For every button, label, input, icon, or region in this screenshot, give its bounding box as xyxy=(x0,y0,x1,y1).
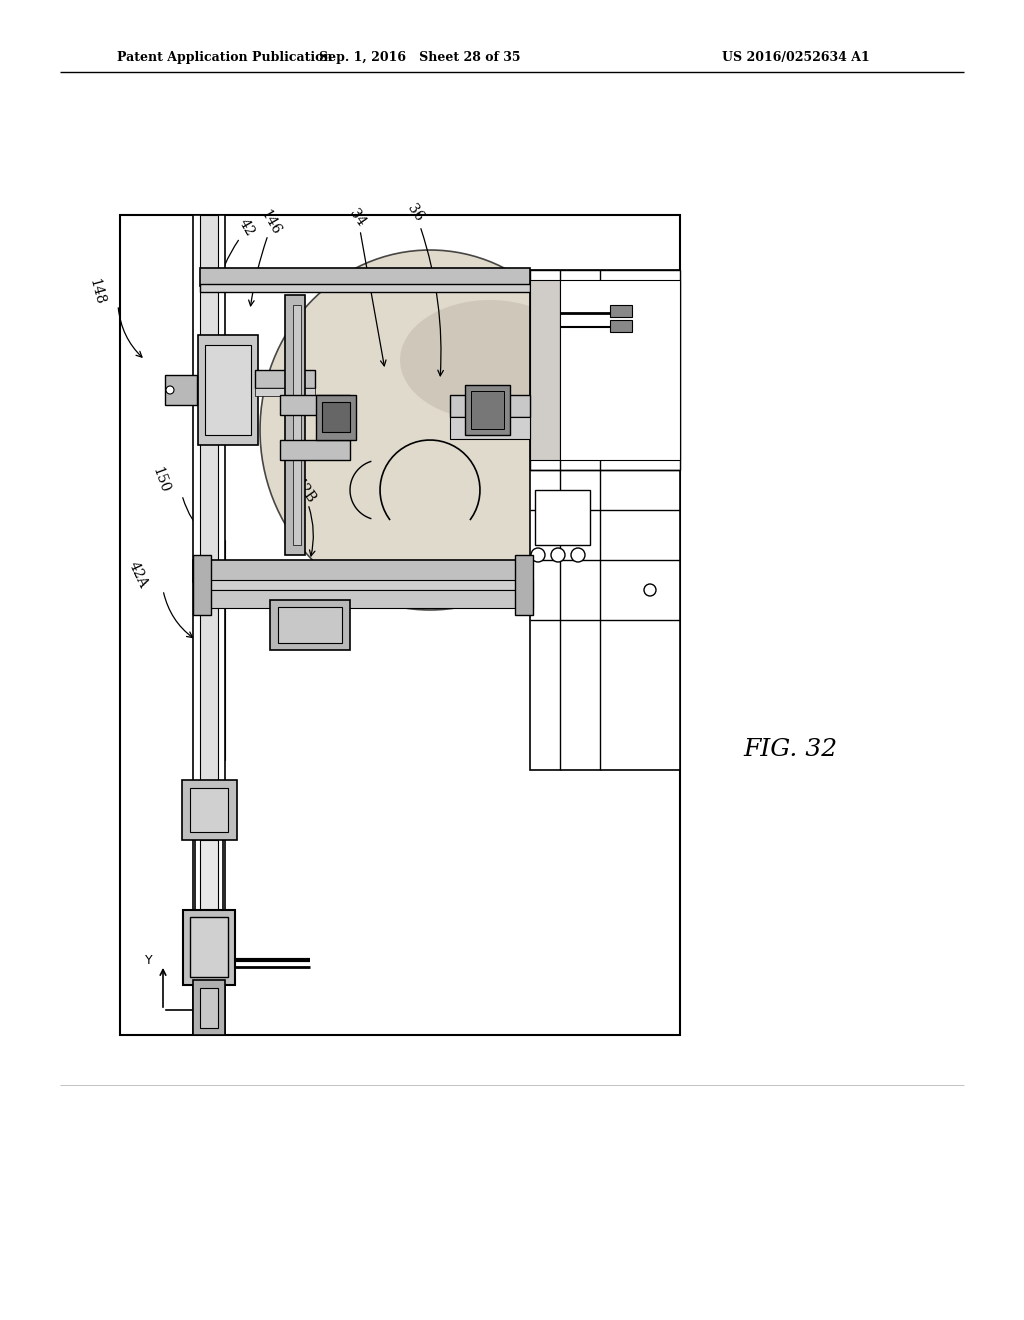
Text: 150: 150 xyxy=(150,465,172,495)
Bar xyxy=(610,319,632,333)
Bar xyxy=(450,417,530,440)
Bar xyxy=(198,335,258,445)
Bar xyxy=(560,280,680,459)
Bar xyxy=(293,305,301,545)
Circle shape xyxy=(531,548,545,562)
Bar xyxy=(200,987,218,1028)
Bar xyxy=(193,560,534,582)
Text: 34: 34 xyxy=(346,207,368,230)
Bar xyxy=(190,788,228,832)
Text: 148: 148 xyxy=(87,277,106,306)
Bar xyxy=(255,370,315,388)
Bar xyxy=(205,345,251,436)
Bar xyxy=(120,215,680,1035)
Ellipse shape xyxy=(400,300,580,420)
Bar xyxy=(535,490,590,545)
Bar xyxy=(193,590,534,609)
Bar xyxy=(610,305,632,317)
Text: Y: Y xyxy=(145,953,153,966)
Text: Patent Application Publication: Patent Application Publication xyxy=(117,51,333,65)
Bar xyxy=(193,215,225,1035)
Bar xyxy=(290,271,660,719)
Bar xyxy=(200,268,530,286)
Bar xyxy=(270,601,350,649)
Circle shape xyxy=(551,548,565,562)
Circle shape xyxy=(644,583,656,597)
Text: 36: 36 xyxy=(404,202,426,224)
Bar xyxy=(280,395,350,414)
Bar xyxy=(530,271,680,470)
Ellipse shape xyxy=(260,249,600,610)
Text: 42A: 42A xyxy=(126,560,150,590)
Bar xyxy=(530,271,680,770)
Text: FIG. 32: FIG. 32 xyxy=(743,738,837,762)
Bar xyxy=(193,979,225,1035)
Bar xyxy=(465,385,510,436)
Bar xyxy=(322,403,350,432)
Bar xyxy=(278,607,342,643)
Bar xyxy=(200,840,218,1026)
Bar xyxy=(200,350,300,550)
Bar xyxy=(165,375,197,405)
Bar xyxy=(280,440,350,459)
Bar xyxy=(316,395,356,440)
Bar xyxy=(450,395,530,417)
Circle shape xyxy=(571,548,585,562)
Text: Sep. 1, 2016   Sheet 28 of 35: Sep. 1, 2016 Sheet 28 of 35 xyxy=(319,51,521,65)
Bar xyxy=(195,830,223,1030)
Bar xyxy=(285,294,305,554)
Bar xyxy=(530,280,560,459)
Text: 146: 146 xyxy=(257,207,283,238)
Circle shape xyxy=(166,385,174,393)
Bar xyxy=(193,554,211,615)
Text: Z: Z xyxy=(213,1015,221,1028)
Bar xyxy=(200,284,530,292)
Text: +: + xyxy=(555,508,569,525)
Text: 42B: 42B xyxy=(291,475,318,506)
Bar xyxy=(515,554,534,615)
Text: 42: 42 xyxy=(236,216,256,239)
Bar xyxy=(182,780,237,840)
Bar xyxy=(255,388,315,396)
Bar xyxy=(290,271,660,470)
Bar xyxy=(200,215,218,1015)
Bar xyxy=(190,917,228,977)
Text: US 2016/0252634 A1: US 2016/0252634 A1 xyxy=(722,51,870,65)
Bar xyxy=(193,579,534,590)
Bar xyxy=(183,909,234,985)
Bar xyxy=(471,391,504,429)
